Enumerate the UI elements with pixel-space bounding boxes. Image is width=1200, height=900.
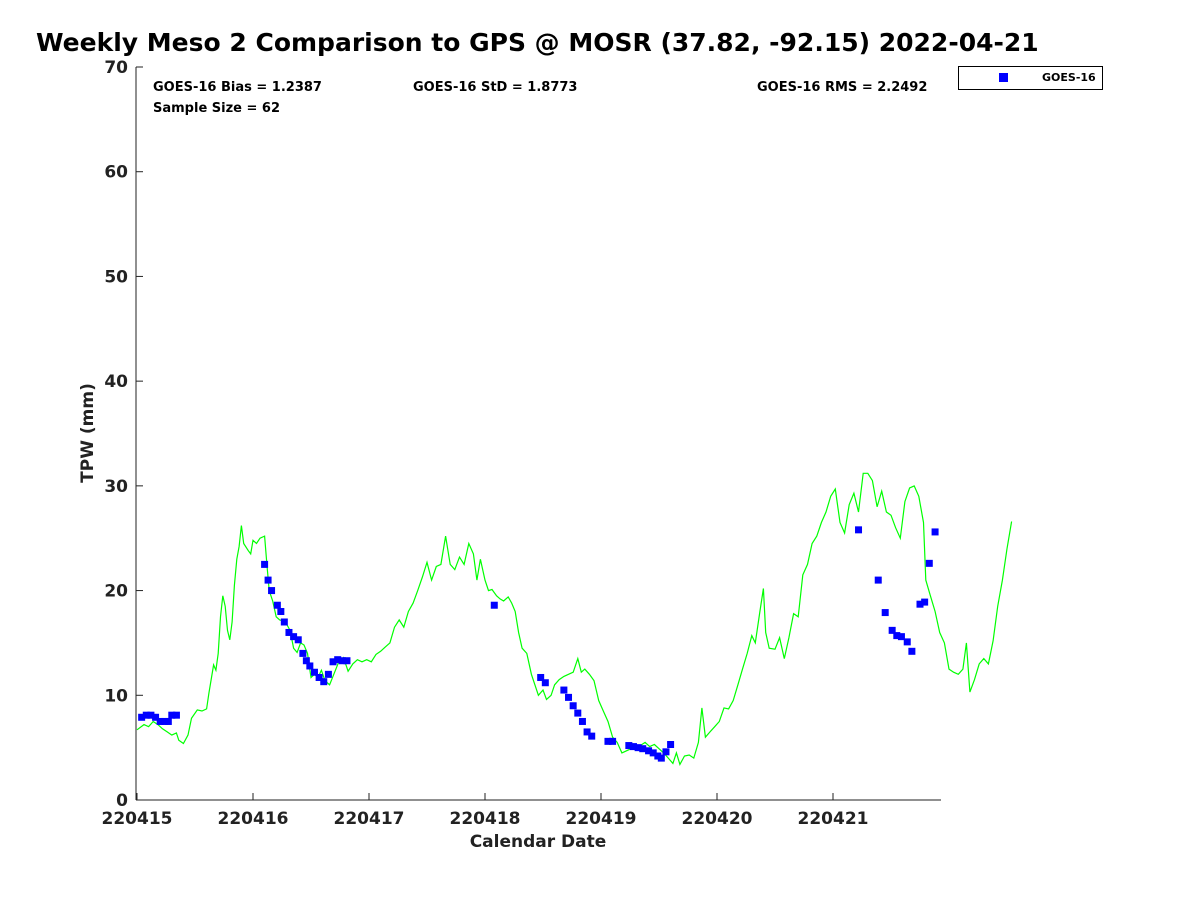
goes16-point [667, 741, 675, 749]
y-tick-label: 60 [104, 163, 128, 183]
goes16-point [897, 633, 905, 641]
goes16-point [147, 711, 155, 719]
y-tick-label: 20 [104, 582, 128, 602]
x-axis-label: Calendar Date [470, 832, 607, 852]
goes16-point [855, 526, 863, 534]
goes16-point [273, 601, 281, 609]
goes16-point [588, 732, 596, 740]
y-tick-label: 0 [116, 791, 128, 811]
goes16-point [639, 745, 647, 753]
x-tick-label: 220420 [682, 809, 753, 829]
goes16-point [560, 686, 568, 694]
goes16-point [302, 657, 310, 665]
gps-series [136, 472, 1013, 766]
x-tick-label: 220421 [798, 809, 869, 829]
goes16-point [583, 728, 591, 736]
goes16-point [310, 668, 318, 676]
goes16-point [569, 702, 577, 710]
y-tick-label: 30 [104, 477, 128, 497]
bias-stat: GOES-16 Bias = 1.2387 [153, 80, 322, 95]
goes16-point [578, 717, 586, 725]
goes16-point [649, 749, 657, 757]
y-tick-label: 10 [104, 686, 128, 706]
goes16-point [299, 649, 307, 657]
y-tick-label: 50 [104, 267, 128, 287]
goes16-point [625, 742, 633, 750]
goes16-point [306, 662, 314, 670]
goes16-point [888, 626, 896, 634]
legend: GOES-16 [958, 66, 1103, 90]
goes16-point [290, 633, 298, 641]
y-axis-label: TPW (mm) [78, 383, 98, 483]
goes16-point [565, 693, 573, 701]
goes16-point [285, 628, 293, 636]
rms-stat: GOES-16 RMS = 2.2492 [757, 80, 928, 95]
chart-title: Weekly Meso 2 Comparison to GPS @ MOSR (… [36, 28, 1039, 57]
x-tick-label: 220416 [218, 809, 289, 829]
y-tick-label: 40 [104, 372, 128, 392]
goes16-point [574, 709, 582, 717]
goes16-point [645, 747, 653, 755]
gps-line [136, 472, 1013, 766]
goes16-point [629, 743, 637, 751]
x-tick-label: 220417 [334, 809, 405, 829]
goes16-point [881, 609, 889, 617]
goes16-point [280, 618, 288, 626]
x-tick-label: 220418 [450, 809, 521, 829]
goes16-point [324, 670, 332, 678]
goes16-point [294, 636, 302, 644]
goes16-point [609, 737, 617, 745]
goes16-point [634, 744, 642, 752]
goes16-point [537, 673, 545, 681]
goes16-series [138, 526, 939, 762]
goes16-point [921, 598, 929, 606]
goes16-point [916, 600, 924, 608]
goes16-point [893, 632, 901, 640]
goes16-point [908, 647, 916, 655]
sample-size-stat: Sample Size = 62 [153, 101, 281, 116]
goes16-point [172, 711, 180, 719]
goes16-point [925, 559, 933, 567]
goes16-point [541, 679, 549, 687]
goes16-point [338, 657, 346, 665]
goes16-point [156, 717, 164, 725]
x-tick-label: 220415 [102, 809, 173, 829]
goes16-point [490, 601, 498, 609]
goes16-point [657, 754, 665, 762]
goes16-point [152, 713, 160, 721]
goes16-point [261, 560, 269, 568]
goes16-point [903, 638, 911, 646]
goes16-point [662, 748, 670, 756]
goes16-point [315, 673, 323, 681]
x-tick-label: 220419 [566, 809, 637, 829]
y-tick-label: 70 [104, 58, 128, 78]
goes16-point [168, 711, 176, 719]
goes16-point [138, 713, 146, 721]
goes16-point [268, 587, 276, 595]
goes16-point [343, 657, 351, 665]
goes16-point [329, 658, 337, 666]
goes16-point [320, 678, 328, 686]
legend-label-goes16: GOES-16 [1042, 71, 1096, 84]
goes16-point [142, 711, 150, 719]
goes16-point [277, 608, 285, 616]
goes16-point [264, 576, 272, 584]
legend-marker-goes16 [999, 73, 1008, 82]
std-stat: GOES-16 StD = 1.8773 [413, 80, 578, 95]
goes16-point [874, 576, 882, 584]
goes16-point [604, 737, 612, 745]
axes: 0 10 20 30 40 50 60 70 220415 220416 220417 220418 2… [102, 58, 941, 829]
goes16-point [931, 528, 939, 536]
goes16-point [334, 656, 342, 664]
goes16-point [164, 717, 172, 725]
